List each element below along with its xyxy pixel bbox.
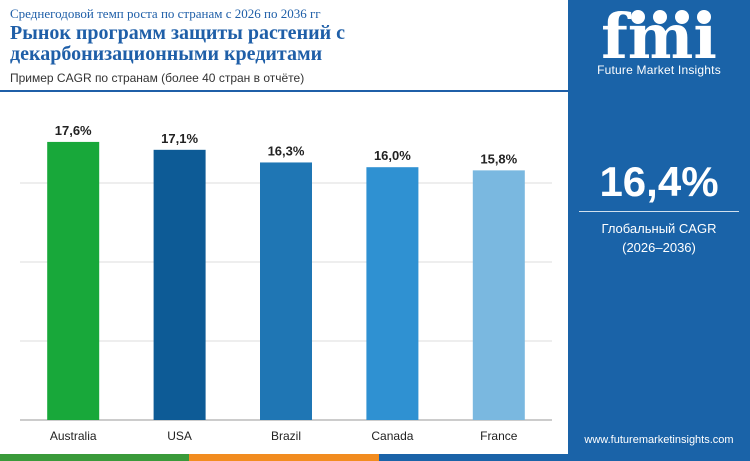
global-cagr-label-line1: Глобальный CAGR [601, 221, 717, 236]
bar-canada [366, 167, 419, 420]
bar-australia [47, 141, 100, 421]
logo-globe-4 [697, 10, 711, 24]
x-tick-label: Brazil [271, 429, 301, 443]
x-tick-label: USA [167, 429, 192, 443]
data-label: 15,8% [480, 151, 517, 166]
chart-title: Рынок программ защиты растений с декарбо… [10, 22, 346, 65]
footer-segment-orange [189, 454, 379, 461]
footer-segment-green [0, 454, 190, 461]
bar-france [472, 170, 525, 420]
logo-globe-1 [631, 10, 645, 24]
data-label: 17,1% [161, 131, 198, 146]
fmi-logo: fmi [601, 0, 717, 73]
global-cagr-label-line2: (2026–2036) [622, 240, 696, 255]
logo-globe-3 [675, 10, 689, 24]
data-label: 17,6% [55, 123, 92, 138]
logo-globe-2 [653, 10, 667, 24]
footer-segment-blue [378, 454, 568, 461]
website-link[interactable]: www.futuremarketinsights.com [584, 434, 734, 446]
color-footer-bar [0, 454, 568, 461]
bar-usa [153, 149, 206, 420]
bar-brazil [260, 162, 312, 420]
x-tick-label: France [480, 429, 518, 443]
chart-note: Пример CAGR по странам (более 40 стран в… [10, 71, 305, 85]
x-tick-label: Australia [50, 429, 97, 443]
brand-name: Future Market Insights [597, 63, 721, 77]
x-tick-label: Canada [371, 429, 413, 443]
data-label: 16,3% [268, 143, 305, 158]
data-label: 16,0% [374, 148, 411, 163]
global-cagr-value: 16,4% [599, 158, 719, 205]
global-cagr-label: Глобальный CAGR (2026–2036) [568, 219, 750, 257]
summary-sidebar: fmi Future Market Insights 16,4% Глобаль… [568, 0, 750, 461]
bar-chart: 17,6% Australia 17,1% USA 16,3% Brazil 16,0% Ca… [20, 123, 552, 443]
header-divider [0, 90, 568, 92]
chart-subtitle: Среднегодовой темп роста по странам с 20… [10, 6, 321, 21]
summary-divider [579, 211, 739, 212]
